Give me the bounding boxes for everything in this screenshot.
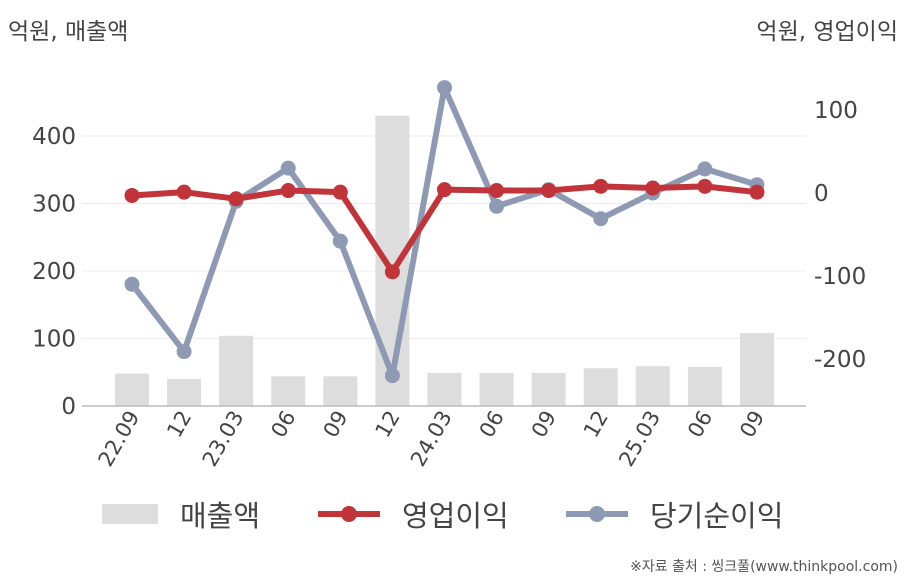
- x-tick-label: 09: [527, 407, 561, 442]
- x-tick-label: 09: [318, 407, 352, 442]
- point-net-profit: [176, 344, 192, 360]
- bar-revenue: [583, 368, 618, 406]
- left-tick-label: 300: [32, 192, 76, 218]
- point-operating-profit: [332, 184, 348, 200]
- point-net-profit: [124, 276, 140, 292]
- x-tick-label: 24.03: [406, 406, 457, 470]
- left-tick-label: 100: [32, 327, 76, 353]
- point-net-profit: [697, 161, 713, 177]
- point-net-profit: [489, 198, 505, 214]
- point-operating-profit: [541, 183, 557, 199]
- x-tick-label: 06: [266, 407, 300, 442]
- x-tick-label: 25.03: [614, 407, 665, 471]
- legend-swatch-revenue: [102, 504, 158, 524]
- point-operating-profit: [176, 184, 192, 200]
- line-net-profit: [129, 84, 758, 379]
- point-net-profit: [436, 80, 452, 96]
- bar-revenue: [739, 333, 774, 406]
- point-net-profit: [593, 211, 609, 227]
- x-tick-label: 12: [579, 407, 613, 442]
- point-net-profit: [280, 160, 296, 176]
- legend: 매출액 영업이익 당기순이익: [0, 492, 908, 536]
- point-operating-profit: [489, 183, 505, 199]
- x-tick-label: 12: [162, 407, 196, 442]
- point-operating-profit: [384, 264, 400, 280]
- bar-revenue: [323, 376, 358, 406]
- x-axis-ticks: 22.09 12 23.03 06 09 12 24.03 06 09 12 25.03 06 09: [93, 406, 769, 470]
- legend-swatch-operating-profit: [318, 506, 380, 522]
- x-tick-label: 06: [683, 407, 717, 442]
- left-tick-label: 0: [61, 394, 76, 420]
- x-tick-label: 23.03: [198, 407, 249, 471]
- bar-revenue: [219, 335, 254, 406]
- bar-revenue: [635, 366, 670, 406]
- right-tick-label: 0: [814, 181, 829, 207]
- point-operating-profit: [436, 182, 452, 198]
- left-axis-unit-label: 억원, 매출액: [8, 19, 129, 45]
- legend-label-revenue: 매출액: [180, 499, 261, 533]
- gridlines: [82, 135, 806, 339]
- legend-item-operating-profit: 영업이익: [318, 492, 509, 536]
- legend-label-operating-profit: 영업이익: [402, 499, 509, 533]
- bar-revenue: [115, 373, 149, 406]
- x-tick-label: 09: [735, 407, 769, 442]
- point-operating-profit: [280, 183, 296, 199]
- point-operating-profit: [749, 184, 765, 200]
- point-operating-profit: [697, 178, 713, 194]
- point-operating-profit: [124, 187, 140, 203]
- right-tick-label: -100: [814, 264, 866, 290]
- right-axis-ticks: 100 0 -100 -200: [814, 98, 866, 373]
- point-operating-profit: [228, 191, 244, 207]
- legend-item-revenue: 매출액: [102, 492, 260, 536]
- point-operating-profit: [645, 180, 661, 196]
- left-tick-label: 200: [32, 259, 76, 285]
- right-tick-label: 100: [814, 98, 858, 124]
- point-operating-profit: [593, 178, 609, 194]
- bar-revenue: [479, 372, 514, 406]
- source-note: ※자료 출처 : 씽크풀(www.thinkpool.com): [630, 559, 898, 575]
- left-axis-ticks: 0 100 200 300 400: [32, 124, 76, 420]
- legend-swatch-net-profit: [566, 506, 628, 522]
- legend-label-net-profit: 당기순이익: [650, 499, 784, 533]
- x-tick-label: 22.09: [93, 407, 144, 471]
- bar-revenue: [271, 376, 306, 406]
- bar-revenue: [427, 372, 462, 406]
- x-tick-label: 06: [475, 407, 509, 442]
- bar-revenue: [687, 366, 722, 406]
- legend-item-net-profit: 당기순이익: [566, 492, 783, 536]
- bar-revenue: [531, 372, 566, 406]
- right-tick-label: -200: [814, 347, 866, 373]
- left-tick-label: 400: [32, 124, 76, 150]
- bar-series: [115, 115, 774, 406]
- point-net-profit: [332, 233, 348, 249]
- bar-revenue: [167, 379, 202, 406]
- point-net-profit: [384, 368, 400, 384]
- bar-revenue: [375, 115, 410, 406]
- right-axis-unit-label: 억원, 영업이익: [756, 19, 898, 45]
- line-series: [124, 80, 765, 384]
- x-tick-label: 12: [371, 407, 405, 442]
